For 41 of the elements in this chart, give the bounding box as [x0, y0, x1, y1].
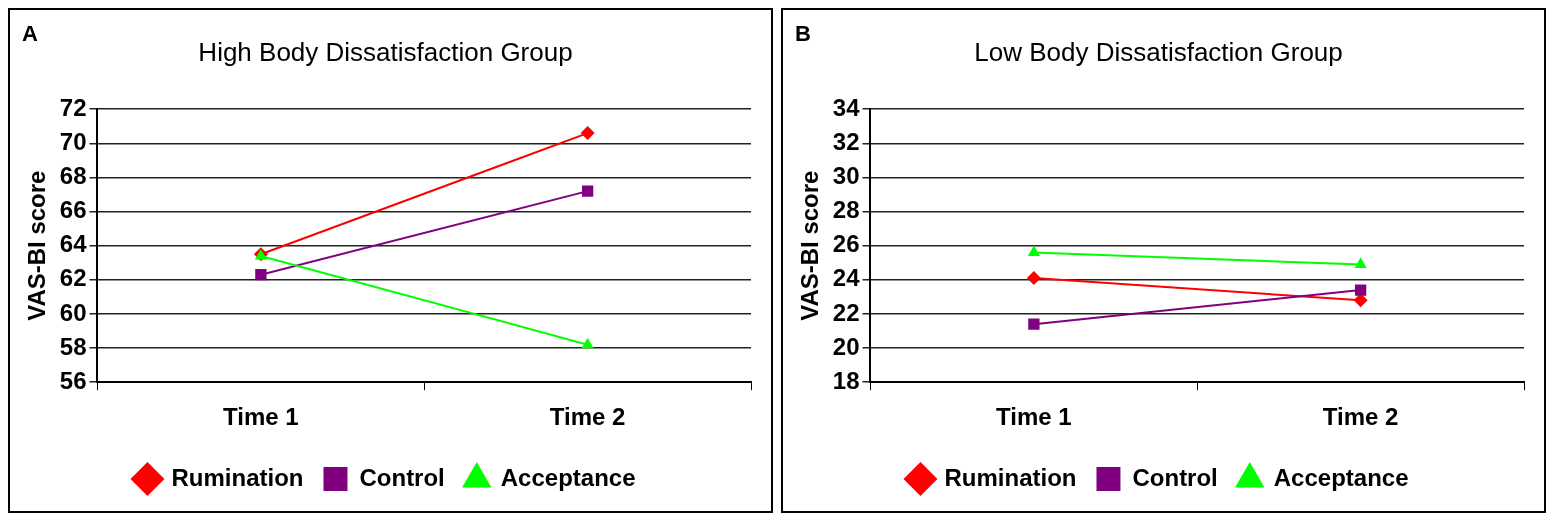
- y-tick-label: 62: [59, 264, 87, 292]
- y-tick-label: 66: [59, 196, 87, 224]
- point: [255, 269, 267, 281]
- text: B: [795, 21, 811, 47]
- legend-label: Rumination: [944, 463, 1077, 491]
- y-tick-label: 58: [59, 332, 87, 360]
- point: [1354, 284, 1367, 296]
- y-axis-title: VAS-BI score: [796, 170, 824, 321]
- y-tick-label: 20: [832, 332, 860, 360]
- x-tick-label: Time 2: [549, 403, 626, 431]
- x-tick-label: Time 1: [996, 403, 1072, 431]
- x-tick-label: Time 1: [223, 403, 299, 431]
- x-tick-label: Time 2: [1322, 403, 1399, 431]
- y-tick-label: 56: [59, 366, 87, 394]
- y-tick-label: 64: [59, 230, 88, 258]
- y-tick-label: 26: [832, 230, 860, 258]
- legend-label: Control: [359, 463, 445, 491]
- point: [580, 126, 595, 141]
- chart-title: High Body Dissatisfaction Group: [198, 36, 573, 67]
- point: [1353, 293, 1368, 308]
- text: A: [22, 21, 38, 47]
- y-tick-label: 30: [832, 162, 860, 190]
- legend-label: Control: [1132, 463, 1218, 491]
- y-tick-label: 18: [832, 366, 860, 394]
- point: [581, 185, 594, 197]
- point: [1026, 271, 1041, 286]
- y-tick-label: 22: [832, 298, 860, 326]
- y-tick-label: 72: [59, 93, 87, 121]
- point: [1028, 318, 1040, 330]
- y-tick-label: 34: [832, 93, 861, 121]
- y-tick-label: 70: [59, 127, 87, 155]
- y-tick-label: 28: [832, 196, 860, 224]
- y-tick-label: 60: [59, 298, 87, 326]
- chart-title: Low Body Dissatisfaction Group: [974, 36, 1343, 67]
- y-tick-label: 32: [832, 127, 860, 155]
- y-tick-label: 24: [832, 264, 861, 292]
- legend-label: Acceptance: [1273, 463, 1409, 491]
- legend-label: Rumination: [171, 463, 304, 491]
- legend-label: Acceptance: [500, 463, 636, 491]
- y-axis-title: VAS-BI score: [23, 170, 51, 321]
- y-tick-label: 68: [59, 162, 87, 190]
